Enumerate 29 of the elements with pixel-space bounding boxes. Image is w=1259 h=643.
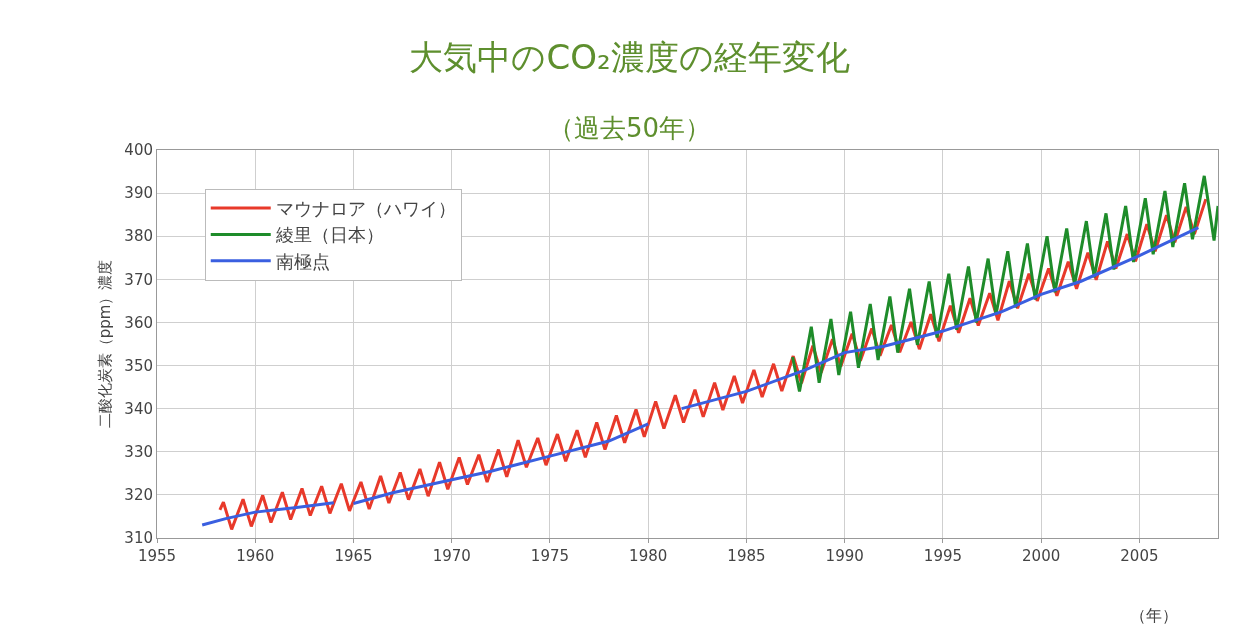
y-tick-label: 350 bbox=[124, 356, 153, 375]
y-tick-label: 340 bbox=[124, 399, 153, 418]
y-tick-label: 360 bbox=[124, 313, 153, 332]
x-tick-label: 2005 bbox=[1120, 547, 1159, 565]
x-tick-label: 1990 bbox=[825, 547, 864, 565]
x-tick-label: 1980 bbox=[629, 547, 668, 565]
x-tick-label: 2000 bbox=[1022, 547, 1061, 565]
x-tick-label: 1965 bbox=[334, 547, 373, 565]
chart-title: 大気中のCO₂濃度の経年変化 bbox=[409, 36, 850, 77]
y-tick-label: 310 bbox=[124, 529, 153, 548]
x-tick-label: 1975 bbox=[530, 547, 570, 565]
x-tick-label: 1970 bbox=[432, 547, 471, 565]
x-tick-label: 1960 bbox=[236, 547, 275, 565]
legend-label: 綾里（日本） bbox=[274, 224, 384, 246]
legend-label: マウナロア（ハワイ） bbox=[275, 198, 456, 220]
chart-subtitle: （過去50年） bbox=[547, 112, 712, 143]
y-tick-label: 330 bbox=[124, 443, 153, 462]
x-axis-title: （年） bbox=[1130, 606, 1178, 625]
line-series bbox=[791, 174, 1218, 393]
x-tick-label: 1955 bbox=[137, 547, 177, 565]
y-tick-label: 390 bbox=[124, 184, 153, 203]
legend-label: 南極点 bbox=[275, 250, 330, 272]
y-tick-label: 400 bbox=[124, 141, 153, 160]
x-tick-label: 1995 bbox=[923, 547, 963, 565]
x-tick-label: 1985 bbox=[727, 547, 766, 565]
y-tick-label: 380 bbox=[124, 227, 153, 246]
y-axis-title: 二酸化炭素（ppm）濃度 bbox=[95, 259, 114, 429]
y-tick-label: 320 bbox=[124, 486, 153, 505]
y-tick-label: 370 bbox=[124, 270, 153, 289]
